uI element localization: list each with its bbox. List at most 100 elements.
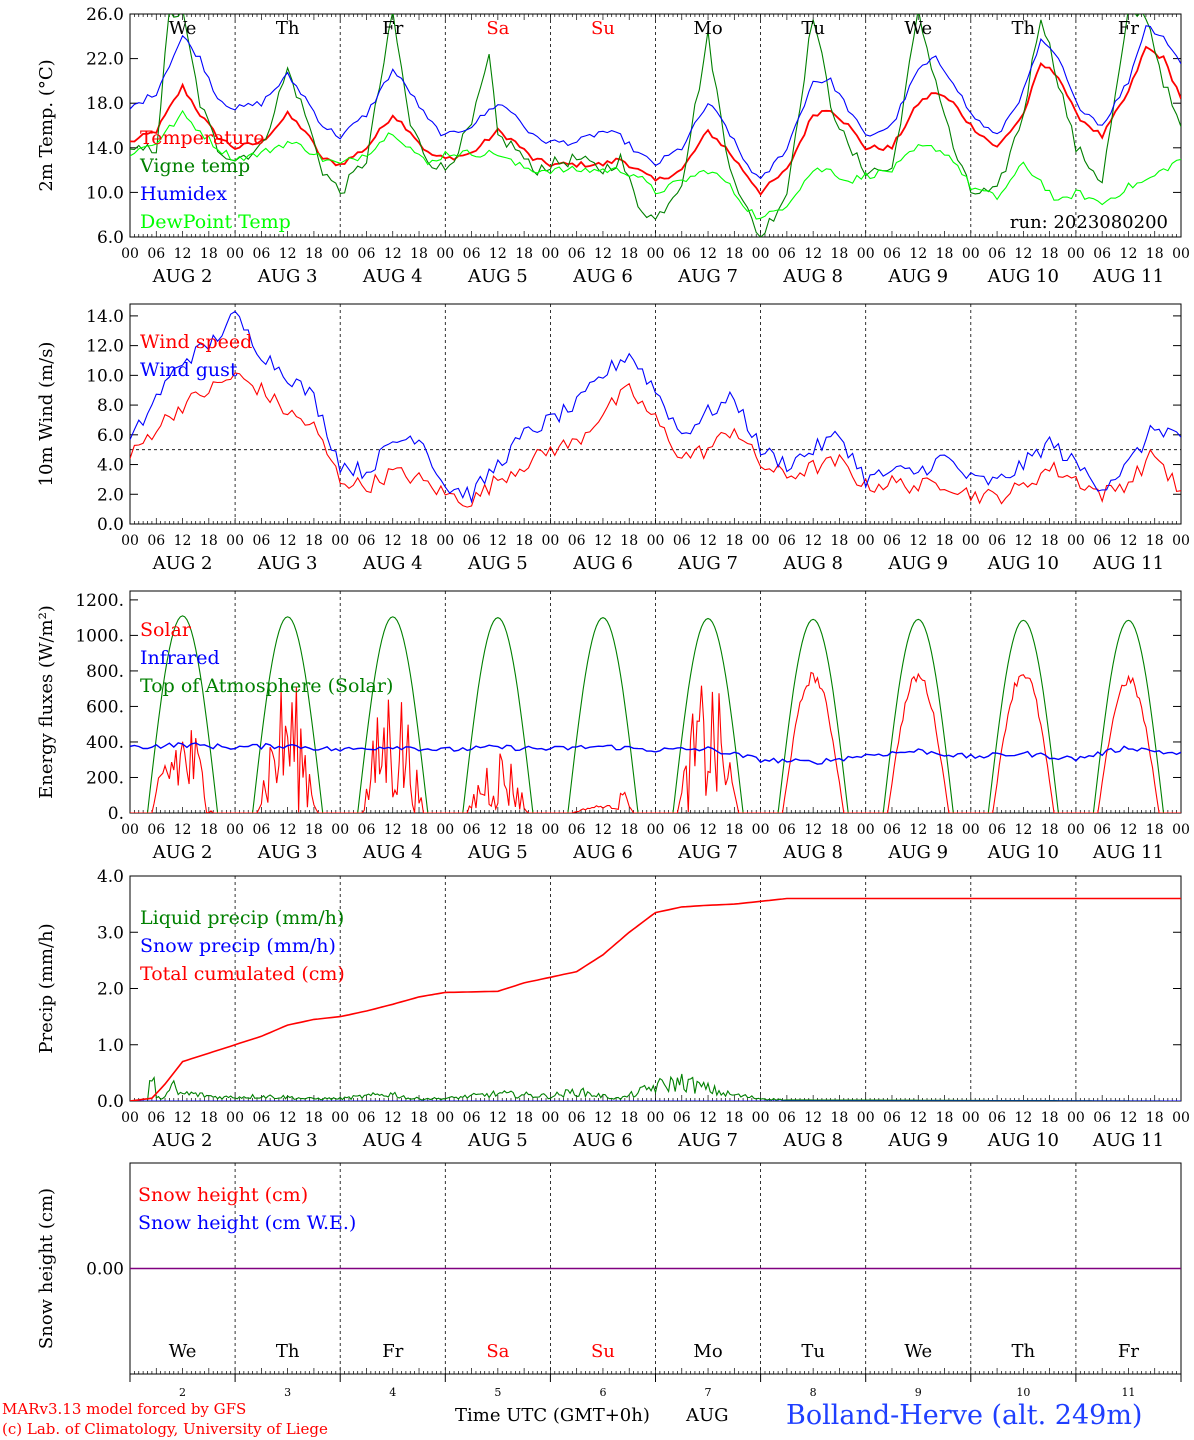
hour-label: 18 — [1146, 246, 1164, 262]
legend-entry: Vigne temp — [139, 155, 250, 177]
hour-label: 06 — [358, 822, 376, 838]
hour-label: 18 — [1041, 246, 1059, 262]
hour-label: 12 — [174, 1110, 192, 1126]
day-number: 3 — [284, 1386, 291, 1399]
hour-label: 12 — [384, 1110, 402, 1126]
day-name: We — [904, 18, 932, 39]
hour-label: 06 — [1093, 246, 1111, 262]
hour-label: 06 — [358, 246, 376, 262]
y-tick-label: 1000. — [75, 626, 124, 646]
hour-label: 06 — [147, 1110, 165, 1126]
hour-label: 06 — [568, 246, 586, 262]
date-label: AUG 5 — [467, 842, 528, 863]
day-name: We — [904, 1341, 932, 1362]
hour-label: 00 — [1172, 533, 1190, 549]
y-tick-label: 18.0 — [86, 94, 124, 114]
day-name: Su — [591, 1341, 615, 1362]
hour-label: 00 — [962, 822, 980, 838]
hour-label: 12 — [489, 1110, 507, 1126]
date-label: AUG 8 — [782, 266, 843, 287]
hour-label: 18 — [936, 1110, 954, 1126]
date-label: AUG 10 — [987, 266, 1059, 287]
hour-label: 06 — [147, 533, 165, 549]
legend-entry: Solar — [140, 619, 192, 641]
hour-label: 18 — [725, 246, 743, 262]
day-number: 10 — [1016, 1386, 1030, 1399]
date-label: AUG 10 — [987, 553, 1059, 574]
hour-label: 12 — [804, 822, 822, 838]
day-number: 2 — [179, 1386, 186, 1399]
date-label: AUG 3 — [257, 842, 318, 863]
day-name: Mo — [693, 1341, 722, 1362]
hour-label: 00 — [436, 1110, 454, 1126]
date-label: AUG 9 — [887, 842, 948, 863]
hour-label: 12 — [1014, 1110, 1032, 1126]
plot-area — [130, 615, 1181, 813]
date-label: AUG 6 — [572, 266, 633, 287]
hour-label: 12 — [174, 246, 192, 262]
hour-label: 18 — [1041, 533, 1059, 549]
credit-model: MARv3.13 model forced by GFS — [2, 1400, 247, 1418]
date-label: AUG 4 — [362, 553, 423, 574]
hour-label: 06 — [673, 533, 691, 549]
date-label: AUG 5 — [467, 553, 528, 574]
hour-label: 06 — [988, 1110, 1006, 1126]
day-name: Mo — [693, 18, 722, 39]
y-tick-label: 4.0 — [97, 867, 124, 887]
hour-label: 00 — [541, 822, 559, 838]
hour-label: 00 — [541, 533, 559, 549]
y-tick-label: 3.0 — [97, 923, 124, 943]
hour-label: 00 — [857, 822, 875, 838]
hour-label: 12 — [804, 246, 822, 262]
hour-label: 00 — [1172, 822, 1190, 838]
date-label: AUG 7 — [677, 842, 738, 863]
hour-label: 12 — [909, 533, 927, 549]
hour-label: 12 — [1014, 822, 1032, 838]
hour-label: 06 — [252, 822, 270, 838]
date-label: AUG 7 — [677, 1130, 738, 1151]
hour-label: 00 — [1067, 822, 1085, 838]
y-tick-label: 4.0 — [97, 456, 124, 476]
panel-precip: 0.0 1.0 2.0 3.0 4.0 Precip (mm/h) 00 06 12 18 AUG … — [36, 867, 1190, 1151]
hour-label: 18 — [936, 246, 954, 262]
solar-line — [130, 671, 1181, 813]
date-label: AUG 5 — [467, 1130, 528, 1151]
hour-label: 00 — [962, 246, 980, 262]
date-label: AUG 5 — [467, 266, 528, 287]
y-tick-label: 1.0 — [97, 1036, 124, 1056]
hour-label: 06 — [778, 246, 796, 262]
series-line — [130, 14, 1181, 237]
hour-label: 00 — [1172, 1110, 1190, 1126]
hour-label: 00 — [541, 1110, 559, 1126]
hour-label: 00 — [1067, 1110, 1085, 1126]
hour-label: 00 — [331, 822, 349, 838]
hour-label: 12 — [699, 246, 717, 262]
hour-label: 06 — [252, 246, 270, 262]
hour-label: 06 — [147, 822, 165, 838]
hour-label: 18 — [1146, 1110, 1164, 1126]
y-tick-label: 0.0 — [97, 515, 124, 535]
y-tick-label: 800. — [86, 662, 124, 682]
hour-label: 00 — [226, 1110, 244, 1126]
hour-label: 12 — [594, 533, 612, 549]
hour-label: 12 — [1120, 1110, 1138, 1126]
date-label: AUG 7 — [677, 266, 738, 287]
hour-label: 12 — [909, 1110, 927, 1126]
hour-label: 06 — [673, 822, 691, 838]
hour-label: 18 — [200, 822, 218, 838]
hour-label: 06 — [568, 822, 586, 838]
hour-label: 00 — [1172, 246, 1190, 262]
hour-label: 12 — [174, 822, 192, 838]
y-axis-title: 2m Temp. (°C) — [36, 59, 57, 191]
hour-label: 18 — [831, 1110, 849, 1126]
day-name: Sa — [486, 1341, 509, 1362]
hour-label: 06 — [463, 533, 481, 549]
legend-entry: Top of Atmosphere (Solar) — [140, 675, 393, 697]
hour-label: 00 — [331, 1110, 349, 1126]
hour-label: 00 — [121, 533, 139, 549]
hour-label: 18 — [620, 822, 638, 838]
day-number: 5 — [494, 1386, 501, 1399]
day-number: 4 — [389, 1386, 396, 1399]
date-label: AUG 4 — [362, 1130, 423, 1151]
hour-label: 00 — [541, 246, 559, 262]
